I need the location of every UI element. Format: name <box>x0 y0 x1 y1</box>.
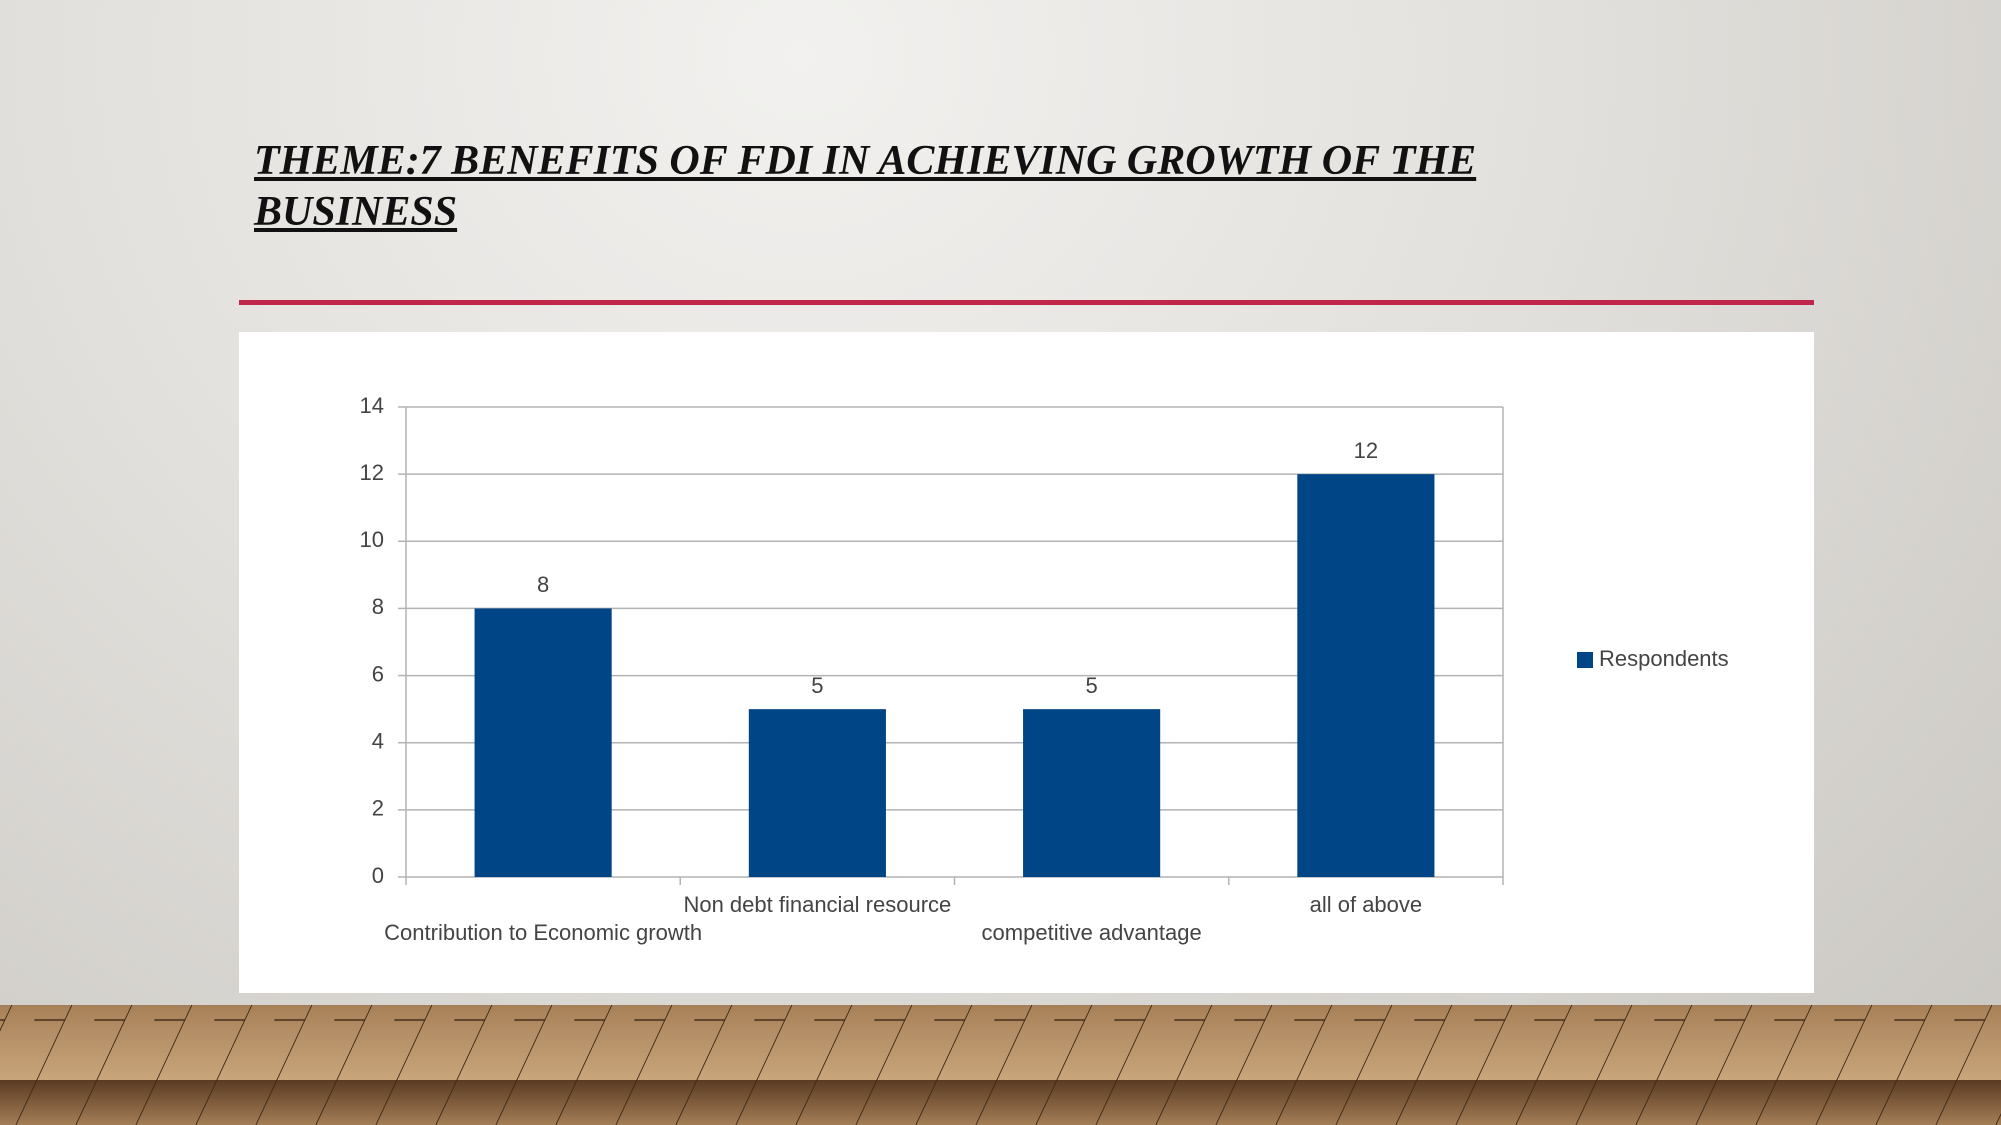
y-tick-label: 8 <box>372 594 384 619</box>
bar <box>474 608 612 877</box>
slide-title: THEME:7 BENEFITS OF FDI IN ACHIEVING GRO… <box>254 138 1477 235</box>
data-label: 5 <box>1086 673 1098 698</box>
legend-swatch <box>1577 652 1593 668</box>
divider <box>239 300 1814 305</box>
y-tick-label: 14 <box>360 393 384 418</box>
data-label: 12 <box>1354 438 1378 463</box>
bar <box>1023 709 1161 877</box>
data-label: 5 <box>811 673 823 698</box>
x-tick-label: competitive advantage <box>982 920 1202 945</box>
y-tick-label: 2 <box>372 796 384 821</box>
x-tick-label: Contribution to Economic growth <box>384 920 702 945</box>
x-tick-label: all of above <box>1310 892 1423 917</box>
floor <box>0 1005 2001 1125</box>
y-tick-label: 6 <box>372 661 384 686</box>
y-tick-label: 10 <box>360 527 384 552</box>
bar <box>1297 474 1435 877</box>
x-tick-label: Non debt financial resource <box>683 892 951 917</box>
data-label: 8 <box>537 572 549 597</box>
bar <box>748 709 886 877</box>
y-tick-label: 12 <box>360 460 384 485</box>
y-tick-label: 4 <box>372 729 384 754</box>
y-tick-label: 0 <box>372 863 384 888</box>
legend-label: Respondents <box>1599 646 1729 671</box>
